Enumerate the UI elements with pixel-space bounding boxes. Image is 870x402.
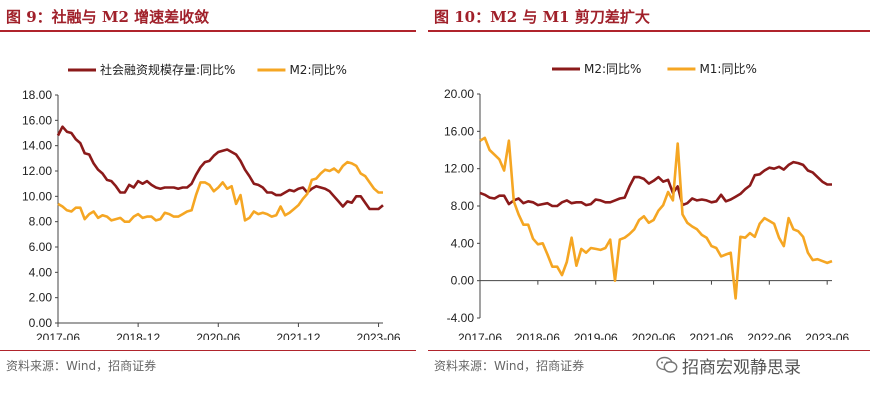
right-series-line-1 bbox=[479, 160, 832, 208]
right-ytick-label: 0.00 bbox=[451, 274, 475, 288]
right-title-rule bbox=[428, 30, 870, 32]
left-legend-label-2: M2:同比% bbox=[289, 63, 346, 77]
left-chart-title: 图 9：社融与 M2 增速差收敛 bbox=[6, 8, 210, 26]
left-xtick-label: 2021-12 bbox=[276, 331, 320, 340]
right-chart-panel: 图 10：M2 与 M1 剪刀差扩大 -4.00 0.00 4.00 8.00 12.0… bbox=[428, 0, 870, 402]
right-chart-title: 图 10：M2 与 M1 剪刀差扩大 bbox=[434, 8, 650, 26]
right-legend-label-2: M1:同比% bbox=[699, 62, 756, 76]
left-line-chart: 0.00 2.00 4.00 6.00 8.00 10.00 12.00 14.00 16.00… bbox=[22, 62, 401, 340]
left-chart-panel: 图 9：社融与 M2 增速差收敛 0.00 2.00 4.00 6.00 8.00 10.… bbox=[0, 0, 420, 402]
left-ytick-label: 8.00 bbox=[29, 215, 53, 229]
left-series-line-1 bbox=[56, 125, 384, 211]
left-legend-label-1: 社会融资规模存量:同比% bbox=[100, 62, 235, 77]
left-ytick-label: 6.00 bbox=[29, 240, 53, 254]
watermark-text: 招商宏观静思录 bbox=[682, 357, 801, 378]
left-source-note: 资料来源：Wind，招商证券 bbox=[6, 359, 157, 373]
right-ytick-label: 4.00 bbox=[451, 236, 475, 250]
wechat-icon bbox=[656, 356, 678, 373]
left-xtick-label: 2023-06 bbox=[357, 331, 401, 340]
right-source-note: 资料来源：Wind，招商证券 bbox=[434, 359, 585, 373]
left-ytick-label: 16.00 bbox=[22, 113, 52, 127]
right-legend-label-1: M2:同比% bbox=[584, 62, 641, 76]
right-ytick-label: 20.00 bbox=[444, 87, 474, 101]
left-ytick-label: 14.00 bbox=[22, 139, 52, 153]
right-xtick-label: 2018-06 bbox=[516, 331, 560, 340]
left-footer-rule bbox=[0, 350, 416, 351]
left-ytick-label: 12.00 bbox=[22, 164, 52, 178]
right-xtick-label: 2022-06 bbox=[747, 331, 791, 340]
right-xtick-label: 2023-06 bbox=[805, 331, 849, 340]
right-footer-rule bbox=[428, 350, 870, 351]
right-series-line-2 bbox=[479, 136, 833, 300]
left-ytick-label: 18.00 bbox=[22, 88, 52, 102]
left-title-rule bbox=[0, 30, 416, 32]
right-xtick-label: 2021-06 bbox=[689, 331, 733, 340]
right-line-chart: -4.00 0.00 4.00 8.00 12.00 16.00 20.00 2017-06 2… bbox=[444, 62, 850, 340]
right-ytick-label: 8.00 bbox=[451, 199, 475, 213]
right-ytick-label: 12.00 bbox=[444, 162, 474, 176]
right-xtick-label: 2017-06 bbox=[458, 331, 502, 340]
right-xtick-label: 2019-06 bbox=[574, 331, 618, 340]
left-xtick-label: 2018-12 bbox=[116, 331, 160, 340]
left-xtick-label: 2017-06 bbox=[36, 331, 80, 340]
left-xtick-label: 2020-06 bbox=[196, 331, 240, 340]
right-ytick-label: -4.00 bbox=[447, 311, 475, 325]
watermark: 招商宏观静思录 bbox=[656, 353, 801, 378]
left-ytick-label: 10.00 bbox=[22, 189, 52, 203]
left-series-line-2 bbox=[57, 160, 383, 223]
left-ytick-label: 0.00 bbox=[29, 316, 53, 330]
right-xtick-label: 2020-06 bbox=[632, 331, 676, 340]
left-ytick-label: 2.00 bbox=[29, 291, 53, 305]
right-ytick-label: 16.00 bbox=[444, 124, 474, 138]
left-ytick-label: 4.00 bbox=[29, 265, 53, 279]
